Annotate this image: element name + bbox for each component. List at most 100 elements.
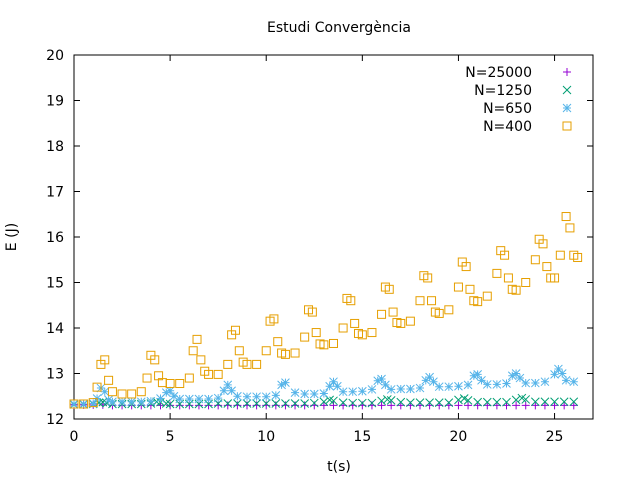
data-point: [319, 401, 328, 410]
data-point: [454, 395, 463, 405]
data-point: [482, 397, 492, 407]
data-point: [377, 309, 387, 319]
data-point: [348, 387, 358, 397]
data-point: [252, 392, 261, 402]
data-point: [473, 370, 483, 379]
data-point: [502, 379, 511, 388]
data-point: [550, 397, 559, 407]
data-point: [367, 385, 377, 394]
data-point: [396, 397, 406, 407]
data-point: [262, 401, 271, 410]
data-point: [69, 399, 79, 409]
data-point: [184, 373, 194, 383]
data-point: [227, 386, 236, 396]
data-point: [569, 377, 579, 387]
data-point: [261, 399, 271, 408]
data-point: [444, 398, 454, 407]
data-point: [561, 375, 571, 385]
y-tick-label: 14: [46, 321, 64, 337]
data-point: [454, 401, 463, 410]
y-tick-label: 13: [46, 367, 64, 383]
data-point: [530, 378, 540, 388]
data-point: [233, 401, 242, 410]
y-axis-label: E (J): [4, 223, 20, 251]
data-point: [434, 308, 444, 318]
data-point: [338, 387, 348, 397]
data-point: [477, 375, 486, 385]
data-point: [281, 401, 290, 410]
data-point: [554, 364, 563, 374]
data-point: [373, 376, 383, 386]
data-point: [92, 382, 102, 392]
data-point: [350, 318, 360, 328]
y-tick-label: 19: [46, 94, 64, 110]
data-point: [309, 389, 319, 399]
data-point: [273, 337, 283, 347]
data-point: [184, 394, 194, 404]
data-point: [444, 305, 454, 315]
data-point: [329, 396, 338, 406]
x-tick-label: 15: [353, 429, 371, 445]
data-point: [444, 382, 454, 392]
data-point: [415, 383, 425, 393]
data-point: [530, 397, 540, 407]
data-point: [406, 398, 415, 407]
data-point: [482, 291, 492, 301]
data-point: [463, 380, 473, 390]
data-point: [559, 397, 569, 407]
data-point: [550, 273, 560, 283]
data-point: [429, 377, 438, 387]
data-point: [329, 377, 338, 387]
data-point: [165, 399, 175, 409]
data-point: [252, 359, 262, 369]
data-point: [377, 396, 386, 406]
data-point: [223, 380, 233, 390]
data-point: [415, 398, 425, 407]
data-point: [269, 314, 279, 324]
data-point: [300, 401, 309, 410]
data-point: [332, 381, 342, 391]
data-point: [515, 373, 525, 383]
data-point: [223, 399, 233, 408]
data-point: [156, 394, 165, 403]
data-point: [388, 307, 398, 317]
data-point: [290, 388, 300, 397]
series-N=650: [69, 364, 579, 409]
data-point: [425, 398, 434, 407]
data-point: [223, 359, 233, 369]
data-point: [492, 380, 502, 389]
data-point: [561, 212, 571, 222]
data-point: [550, 370, 559, 379]
data-point: [204, 394, 213, 404]
data-point: [88, 398, 98, 408]
data-point: [565, 223, 575, 233]
data-point: [319, 397, 329, 407]
data-point: [271, 401, 280, 410]
legend-label: N=1250: [474, 83, 532, 99]
data-point: [454, 381, 463, 391]
data-point: [500, 250, 510, 260]
data-point: [261, 346, 271, 356]
data-point: [406, 384, 415, 394]
data-point: [142, 373, 152, 383]
data-point: [79, 399, 88, 409]
x-tick-label: 25: [546, 429, 564, 445]
legend-marker: [562, 121, 572, 131]
data-point: [367, 398, 377, 408]
data-point: [281, 399, 290, 408]
data-point: [196, 355, 206, 365]
data-point: [79, 399, 89, 409]
legend-marker: [562, 103, 572, 113]
data-point: [531, 401, 540, 410]
data-point: [384, 284, 394, 294]
data-point: [521, 395, 531, 404]
data-point: [557, 369, 567, 378]
data-point: [214, 401, 223, 410]
data-point: [107, 387, 117, 397]
data-point: [161, 399, 171, 408]
data-point: [319, 389, 329, 398]
data-point: [346, 296, 356, 306]
data-point: [521, 278, 531, 287]
data-point: [291, 401, 300, 410]
legend-label: N=25000: [465, 65, 532, 81]
